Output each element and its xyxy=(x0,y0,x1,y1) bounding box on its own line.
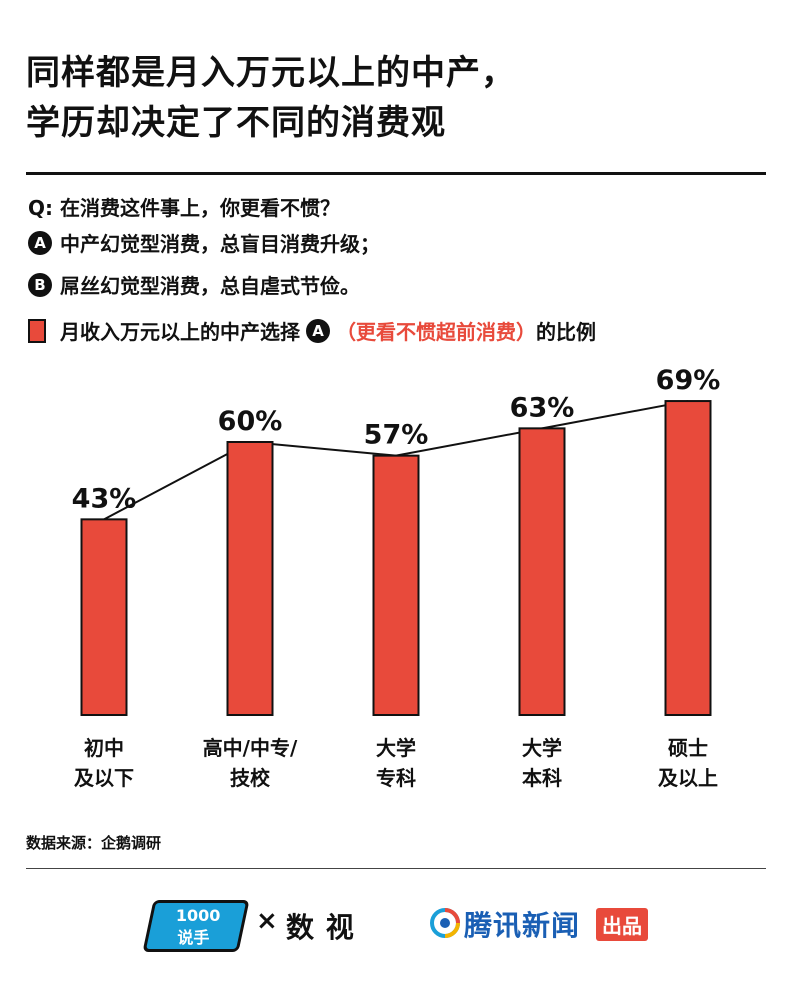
survey-question: Q: 在消费这件事上，你更看不惯？ xyxy=(28,196,340,220)
category-label-1-1: 技校 xyxy=(230,766,271,790)
option-b-badge: B xyxy=(28,272,52,297)
title-divider xyxy=(26,172,766,175)
category-label-4-1: 及以上 xyxy=(658,766,718,790)
category-label-3-0: 大学 xyxy=(522,736,562,760)
value-label-3: 63% xyxy=(510,392,575,423)
tencent-news-icon xyxy=(430,908,460,938)
category-label-1-0: 高中/中专/ xyxy=(203,736,298,760)
option-a: A 中产幻觉型消费，总盲目消费升级； xyxy=(28,228,380,257)
legend-text-1: 月收入万元以上的中产选择 xyxy=(60,320,300,344)
page-title: 同样都是月入万元以上的中产， 学历却决定了不同的消费观 xyxy=(26,48,766,148)
times-symbol: × xyxy=(256,906,278,936)
category-label-4-0: 硕士 xyxy=(668,736,708,760)
title-line-2: 学历却决定了不同的消费观 xyxy=(26,103,446,143)
category-label-0-0: 初中 xyxy=(84,736,124,760)
bar-0 xyxy=(80,518,128,716)
category-label-2-0: 大学 xyxy=(376,736,416,760)
legend-text-2: （更看不惯超前消费） xyxy=(336,320,536,344)
option-b: B 屌丝幻觉型消费，总自虐式节俭。 xyxy=(28,270,360,299)
chart-legend: 月收入万元以上的中产选择 A （更看不惯超前消费） 的比例 xyxy=(28,316,596,345)
option-b-text: 屌丝幻觉型消费，总自虐式节俭。 xyxy=(60,274,360,298)
value-label-2: 57% xyxy=(364,420,429,451)
option-a-text: 中产幻觉型消费，总盲目消费升级； xyxy=(60,232,380,256)
logo-a-line-1: 1000 xyxy=(175,906,221,925)
legend-badge: A xyxy=(306,318,330,343)
logo-chupin-badge: 出品 xyxy=(596,908,648,941)
bar-4 xyxy=(664,400,712,717)
bar-3 xyxy=(518,427,566,716)
title-line-1: 同样都是月入万元以上的中产， xyxy=(26,53,516,93)
legend-swatch xyxy=(28,318,46,343)
value-label-0: 43% xyxy=(72,483,137,514)
bar-2 xyxy=(372,454,420,717)
value-label-1: 60% xyxy=(218,406,283,437)
logo-1000-shuoshou: 1000 说手 xyxy=(142,900,250,952)
category-label-3-1: 本科 xyxy=(522,766,562,790)
category-label-2-1: 专科 xyxy=(376,766,416,790)
bar-1 xyxy=(226,441,274,716)
logo-tencent-news: 腾讯新闻 xyxy=(464,909,581,942)
footer-logos: 1000 说手 × 数 视 腾讯新闻 出品 xyxy=(0,892,791,962)
value-label-4: 69% xyxy=(656,365,721,396)
logo-shushi: 数 视 xyxy=(286,911,355,944)
category-label-0-1: 及以下 xyxy=(74,766,134,790)
logo-a-line-2: 说手 xyxy=(177,928,210,947)
option-a-badge: A xyxy=(28,230,52,255)
data-source: 数据来源：企鹅调研 xyxy=(26,834,162,852)
legend-text-3: 的比例 xyxy=(536,320,596,344)
footer-divider xyxy=(26,868,766,869)
